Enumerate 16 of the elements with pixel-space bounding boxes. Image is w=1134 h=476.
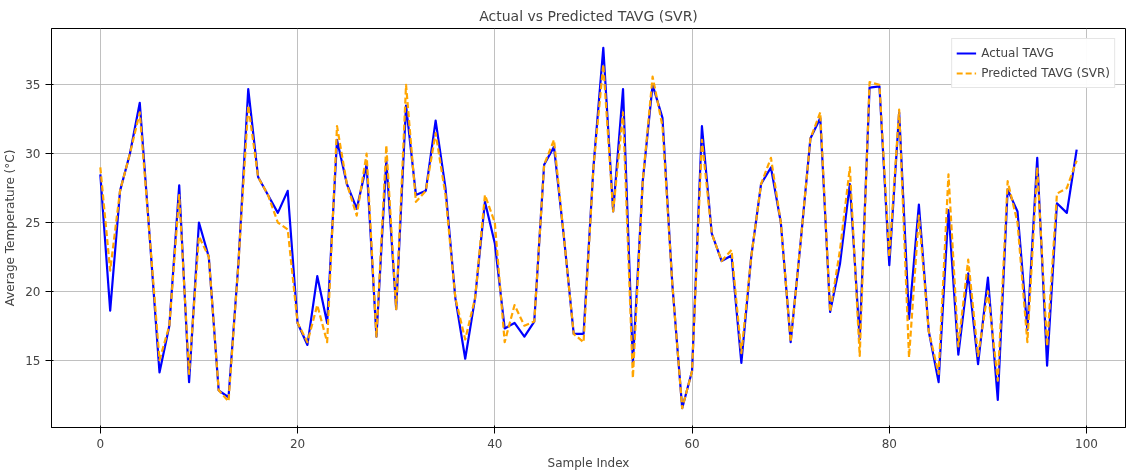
y-tick-label: 30 — [25, 147, 41, 162]
x-tick-label: 40 — [487, 436, 503, 451]
y-tick-label: 20 — [25, 284, 41, 299]
x-tick-label: 60 — [684, 436, 700, 451]
y-tick-label: 25 — [25, 216, 41, 230]
y-tick-label: 35 — [25, 78, 41, 93]
x-tick-label: 80 — [881, 436, 897, 451]
x-tick-label: 100 — [1075, 436, 1098, 451]
y-axis-title: Average Temperature (°C) — [3, 149, 18, 307]
legend-label: Predicted TAVG (SVR) — [981, 66, 1110, 80]
x-tick-label: 0 — [96, 436, 105, 451]
legend-label: Actual TAVG — [981, 46, 1054, 60]
y-tick-label: 15 — [25, 353, 41, 368]
x-axis-title: Sample Index — [547, 455, 630, 470]
x-tick-label: 20 — [289, 436, 306, 451]
chart-title: Actual vs Predicted TAVG (SVR) — [479, 7, 698, 24]
